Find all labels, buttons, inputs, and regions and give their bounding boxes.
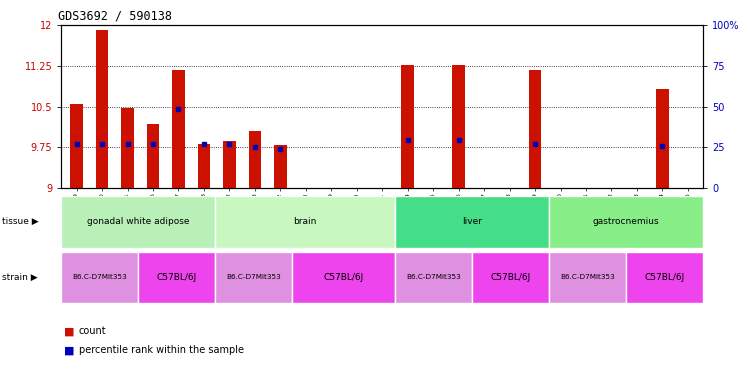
Text: C57BL/6J: C57BL/6J — [645, 273, 684, 282]
Bar — [549, 252, 626, 303]
Text: B6.C-D7Mit353: B6.C-D7Mit353 — [73, 275, 127, 280]
Bar — [549, 196, 703, 248]
Text: strain ▶: strain ▶ — [2, 273, 38, 282]
Text: C57BL/6J: C57BL/6J — [324, 273, 364, 282]
Bar — [147, 124, 159, 188]
Text: gonadal white adipose: gonadal white adipose — [87, 217, 189, 226]
Bar — [292, 252, 395, 303]
Bar — [172, 70, 185, 188]
Bar — [402, 65, 414, 188]
Text: gastrocnemius: gastrocnemius — [593, 217, 660, 226]
Text: percentile rank within the sample: percentile rank within the sample — [79, 345, 244, 356]
Bar — [138, 252, 215, 303]
Bar — [215, 196, 395, 248]
Text: ■: ■ — [64, 345, 74, 356]
Text: GDS3692 / 590138: GDS3692 / 590138 — [58, 10, 171, 23]
Bar — [472, 252, 549, 303]
Text: B6.C-D7Mit353: B6.C-D7Mit353 — [560, 275, 615, 280]
Bar — [215, 252, 292, 303]
Text: C57BL/6J: C57BL/6J — [157, 273, 197, 282]
Bar — [223, 141, 236, 188]
Bar — [61, 252, 138, 303]
Text: ■: ■ — [64, 326, 74, 336]
Bar — [453, 65, 465, 188]
Text: tissue ▶: tissue ▶ — [2, 217, 39, 226]
Text: B6.C-D7Mit353: B6.C-D7Mit353 — [406, 275, 461, 280]
Text: count: count — [79, 326, 106, 336]
Text: liver: liver — [462, 217, 482, 226]
Bar — [395, 196, 549, 248]
Bar — [274, 145, 286, 188]
Bar — [70, 104, 83, 188]
Text: B6.C-D7Mit353: B6.C-D7Mit353 — [227, 275, 281, 280]
Bar — [61, 196, 215, 248]
Bar — [121, 108, 134, 188]
Bar — [656, 89, 669, 188]
Text: brain: brain — [293, 217, 317, 226]
Text: C57BL/6J: C57BL/6J — [491, 273, 531, 282]
Bar — [626, 252, 703, 303]
Bar — [529, 70, 542, 188]
Bar — [395, 252, 472, 303]
Bar — [96, 30, 108, 188]
Bar — [197, 144, 210, 188]
Bar — [248, 131, 261, 188]
